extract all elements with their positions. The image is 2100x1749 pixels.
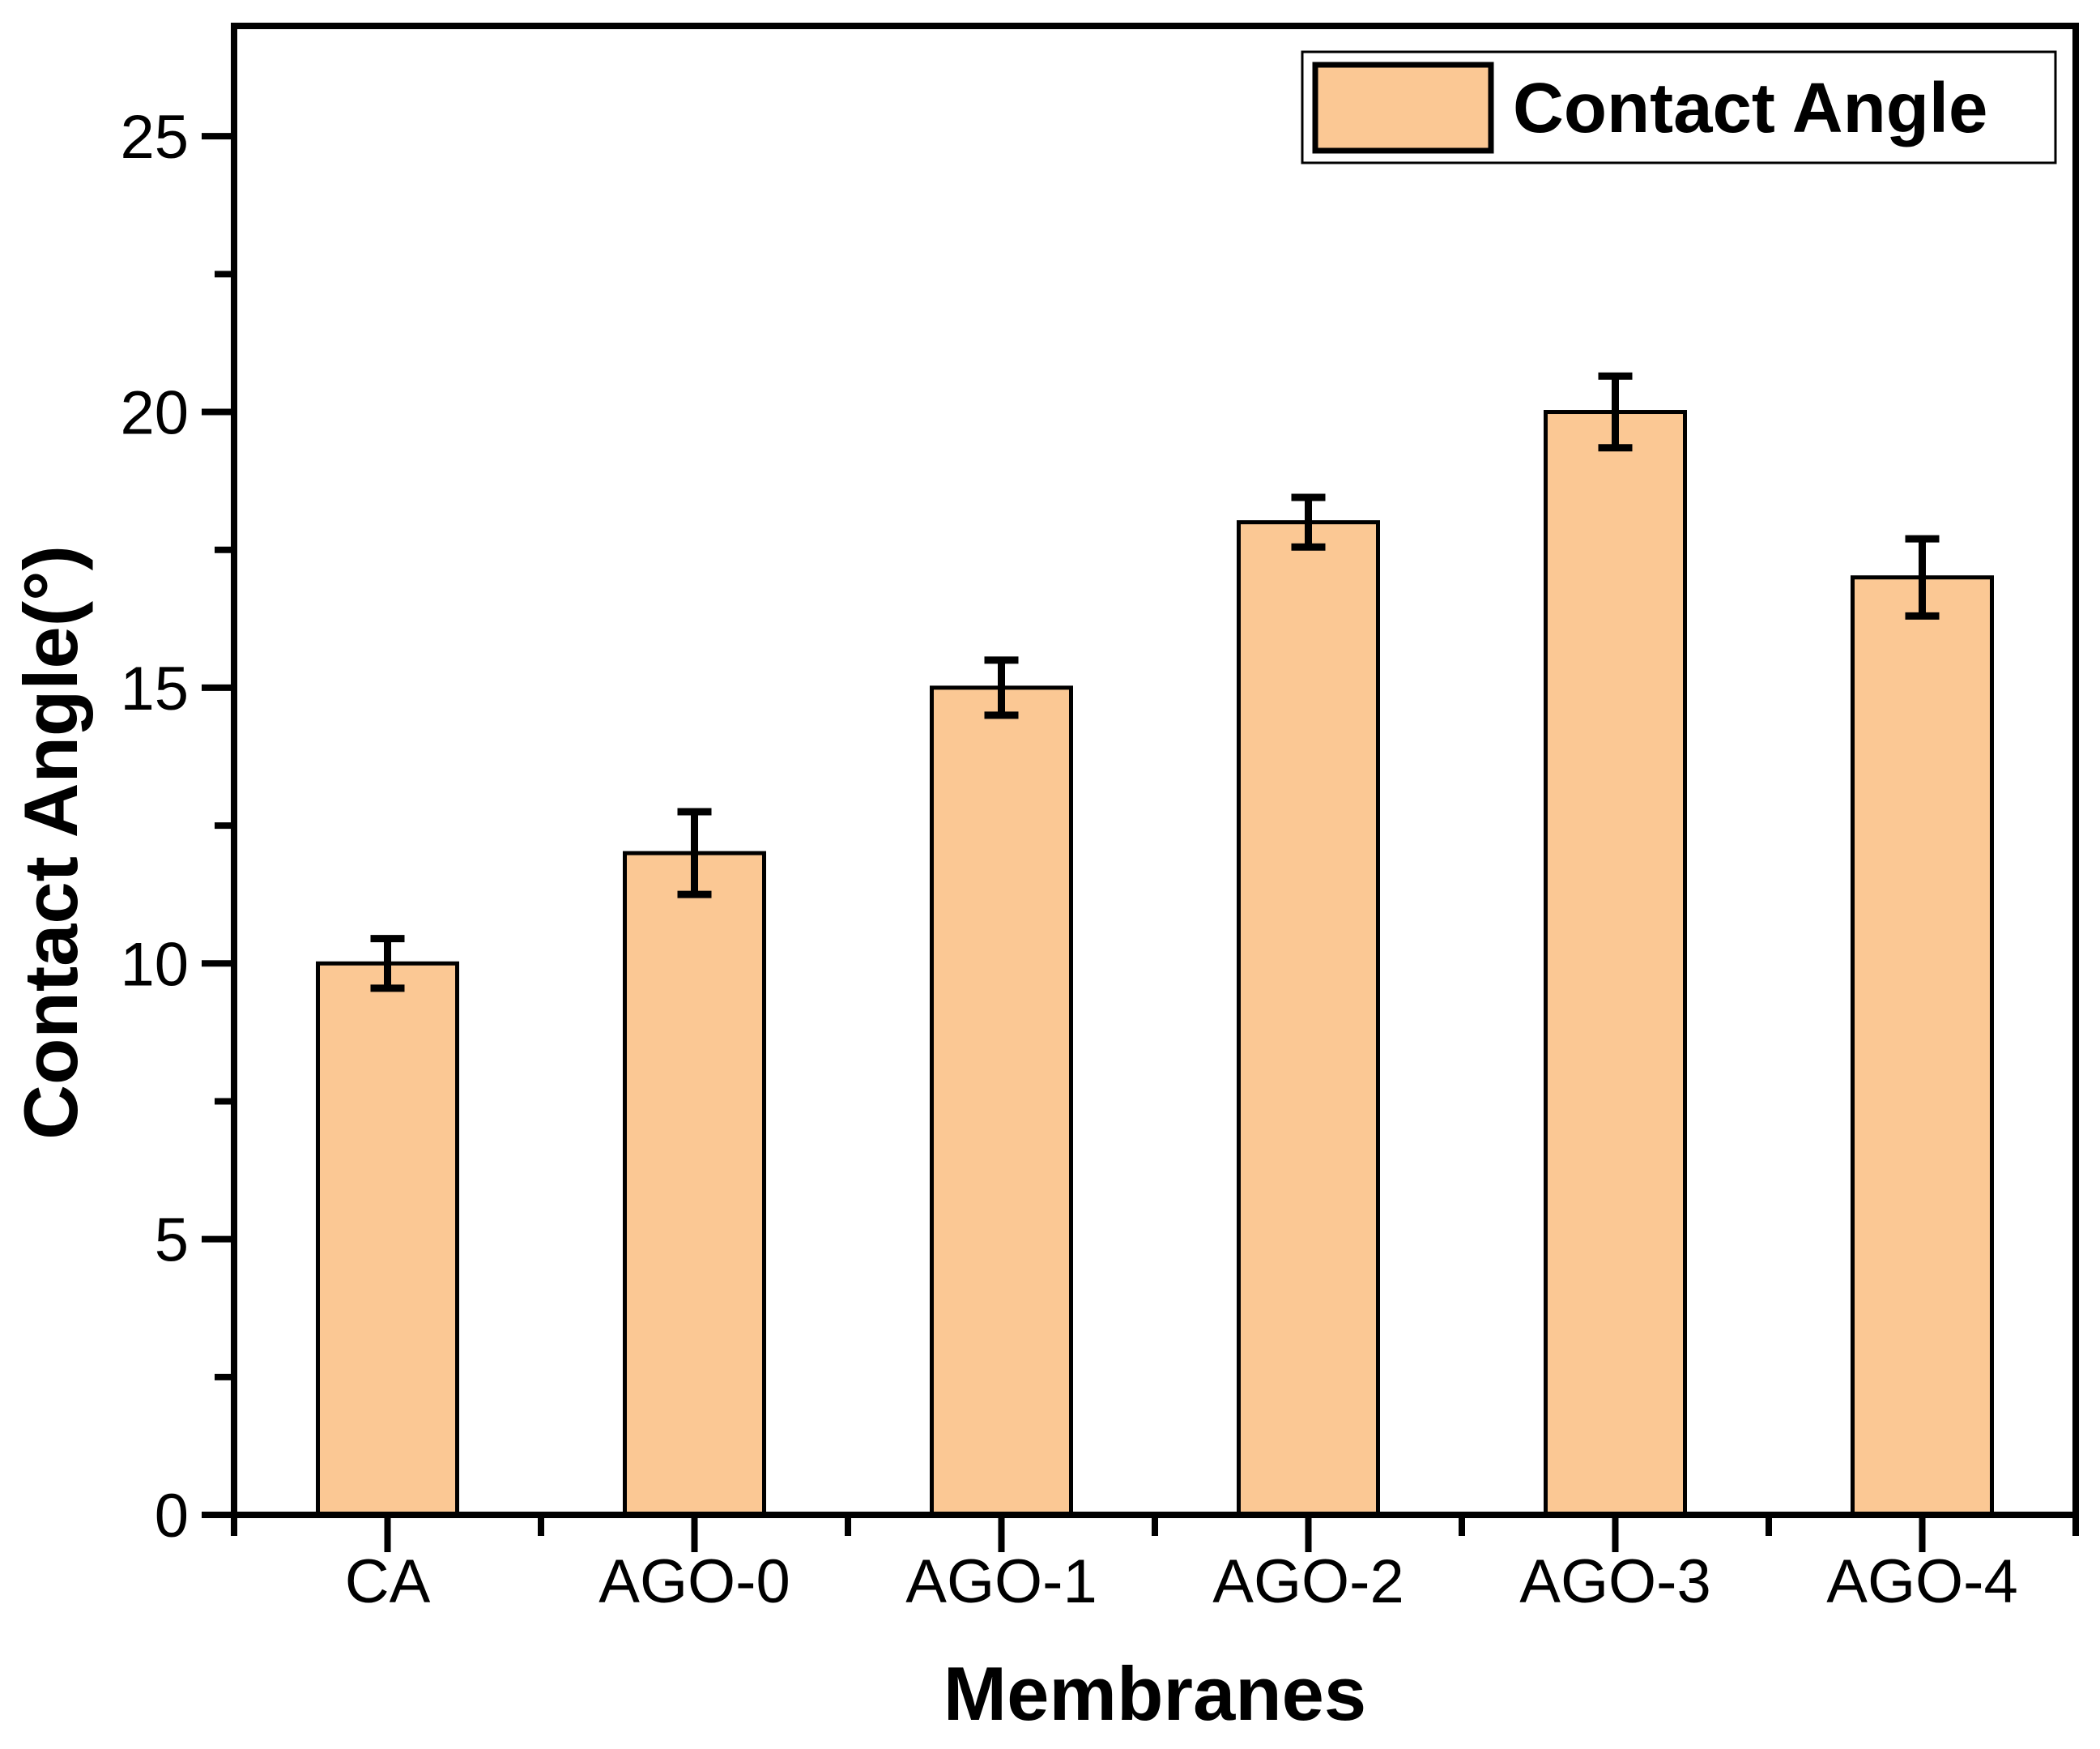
error-bar-AGO-4	[1905, 535, 1940, 620]
error-bar-AGO-1	[984, 656, 1019, 719]
x-category-label-CA: CA	[345, 1547, 431, 1616]
error-bar-AGO-0	[677, 808, 712, 898]
y-tick-label-10: 10	[120, 930, 189, 999]
x-axis-title: Membranes	[944, 1651, 1366, 1736]
y-axis-ticks	[202, 133, 234, 1518]
x-category-label-AGO-0: AGO-0	[598, 1547, 790, 1616]
x-category-labels: CA AGO-0 AGO-1 AGO-2 AGO-3 AGO-4	[345, 1547, 2018, 1616]
error-bars	[370, 372, 1940, 992]
bar-AGO-4	[1851, 575, 1994, 1517]
bar-AGO-3	[1544, 410, 1687, 1517]
x-axis-ticks	[231, 1515, 2079, 1552]
y-tick-label-15: 15	[120, 655, 189, 723]
bar-CA	[316, 961, 459, 1517]
error-bar-CA	[370, 935, 405, 992]
error-bar-AGO-2	[1291, 493, 1326, 551]
legend-label: Contact Angle	[1513, 69, 1987, 147]
bar-AGO-1	[930, 685, 1073, 1517]
x-category-label-AGO-1: AGO-1	[905, 1547, 1097, 1616]
plot-frame	[231, 23, 2079, 1518]
y-axis-title: Contact Angle(°)	[8, 545, 93, 1140]
error-bar-AGO-3	[1598, 372, 1633, 452]
bar-AGO-0	[623, 851, 766, 1517]
x-category-label-AGO-4: AGO-4	[1826, 1547, 2018, 1616]
x-category-label-AGO-3: AGO-3	[1519, 1547, 1711, 1616]
y-tick-labels: 0 5 10 15 20 25	[120, 103, 189, 1551]
y-tick-label-20: 20	[120, 379, 189, 448]
y-tick-label-0: 0	[155, 1482, 189, 1551]
x-category-label-AGO-2: AGO-2	[1212, 1547, 1404, 1616]
legend-swatch	[1312, 62, 1494, 154]
legend: Contact Angle	[1301, 50, 2057, 164]
bars	[316, 410, 1994, 1517]
y-tick-label-25: 25	[120, 103, 189, 172]
bar-AGO-2	[1237, 520, 1380, 1517]
y-tick-label-5: 5	[155, 1206, 189, 1275]
